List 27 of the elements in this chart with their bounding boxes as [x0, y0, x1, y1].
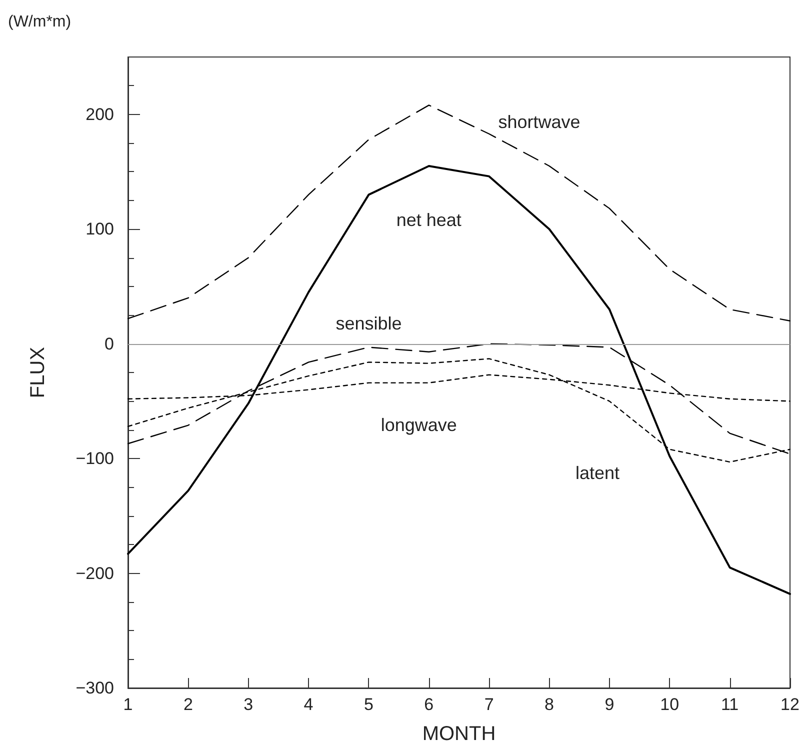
series-label: shortwave: [498, 112, 580, 132]
x-tick-label: 4: [304, 695, 314, 714]
y-tick-label: 100: [86, 220, 114, 239]
y-tick-label: 0: [104, 334, 114, 354]
x-tick-label: 3: [244, 695, 254, 714]
y-tick-label: −300: [76, 678, 114, 698]
x-tick-label: 10: [660, 695, 680, 714]
series-label: net heat: [396, 210, 462, 230]
series-label: longwave: [380, 414, 457, 435]
x-tick-label: 9: [604, 695, 614, 714]
x-tick-label: 2: [183, 695, 193, 714]
x-tick-label: 8: [544, 695, 554, 714]
y-tick-label: −200: [76, 564, 114, 583]
series-label: sensible: [336, 313, 402, 334]
text: (W/m*m): [8, 14, 72, 30]
x-tick-label: 7: [484, 695, 494, 714]
x-tick-label: 5: [364, 695, 374, 714]
x-tick-label: 1: [123, 695, 133, 714]
line-series: [127, 164, 791, 595]
text: latent: [575, 463, 620, 484]
x-tick-label: 6: [424, 695, 434, 714]
y-tick-label: 200: [86, 104, 114, 124]
x-axis-title: MONTH: [422, 723, 496, 745]
x-tick-label: 11: [720, 695, 739, 714]
y-axis-title: FLUX: [27, 346, 49, 398]
x-tick-label: 12: [780, 695, 800, 714]
y-tick-label: −100: [76, 449, 114, 468]
